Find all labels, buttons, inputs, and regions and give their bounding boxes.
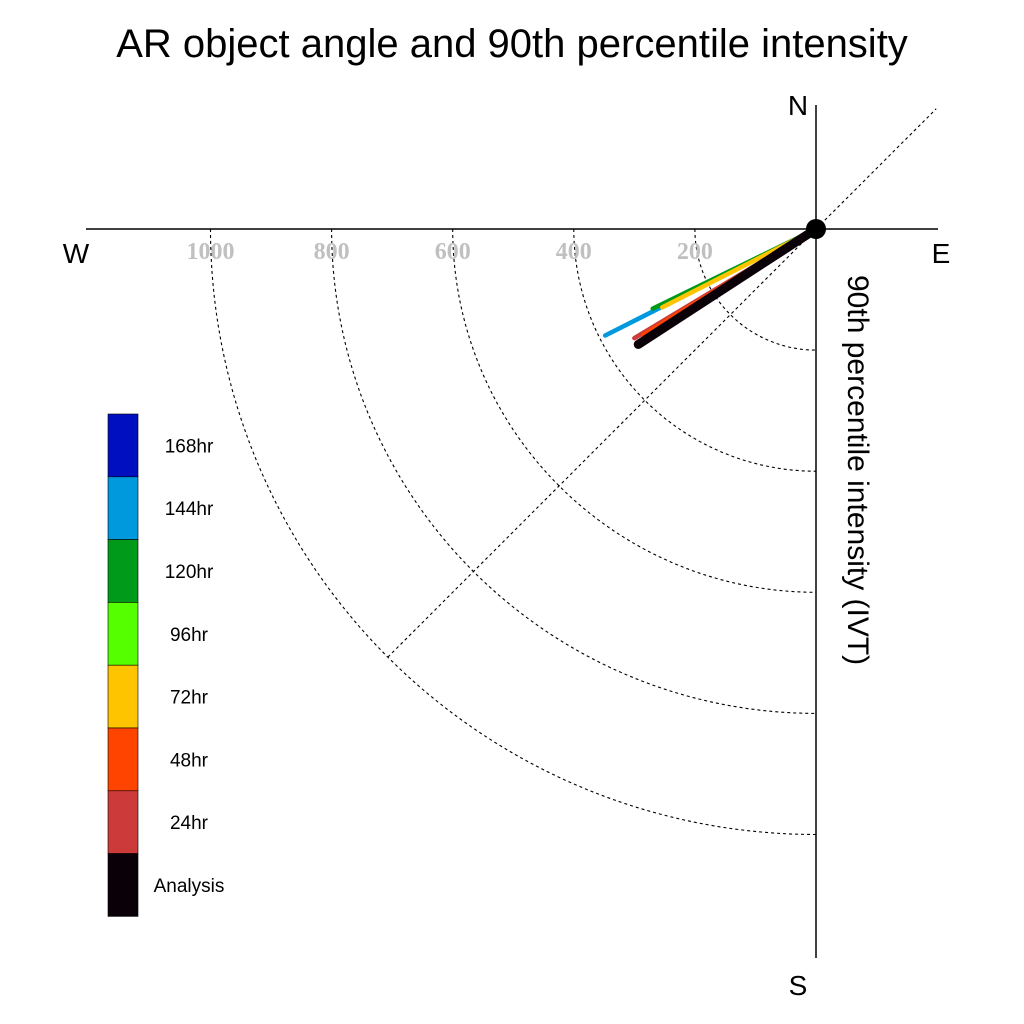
origin-marker — [806, 219, 826, 239]
grid-arc-200 — [694, 228, 817, 351]
legend-swatch-48hr — [107, 727, 139, 792]
radial-tick-200: 200 — [677, 239, 713, 265]
legend-label-120hr: 120hr — [165, 562, 214, 583]
legend-swatch-144hr — [107, 476, 139, 540]
legend-label-144hr: 144hr — [165, 499, 214, 520]
grid-arc-600 — [452, 228, 817, 593]
legend-swatch-24hr — [107, 790, 139, 854]
legend-label-48hr: 48hr — [170, 750, 209, 771]
radial-tick-400: 400 — [556, 239, 592, 265]
chart-title: AR object angle and 90th percentile inte… — [116, 22, 908, 66]
compass-west: W — [63, 238, 90, 269]
grid-arc-800 — [331, 228, 817, 714]
vector-analysis — [633, 224, 821, 349]
radial-tick-labels: 200 400 600 800 1000 — [187, 239, 713, 265]
radial-tick-600: 600 — [435, 239, 471, 265]
legend: 168hr 144hr 120hr 96hr 72hr 48hr 24hr Analysis — [107, 413, 225, 917]
legend-swatch-96hr — [107, 602, 139, 666]
legend-swatch-analysis — [107, 853, 139, 917]
radial-tick-800: 800 — [314, 239, 350, 265]
compass-east: E — [932, 238, 951, 269]
compass-south: S — [789, 970, 808, 1001]
legend-swatch-72hr — [107, 664, 139, 729]
radial-axis-label: 90th percentile intensity (IVT) — [841, 275, 874, 665]
legend-label-96hr: 96hr — [170, 625, 209, 646]
legend-label-168hr: 168hr — [165, 436, 214, 457]
legend-swatch-168hr — [107, 413, 139, 478]
legend-label-24hr: 24hr — [170, 813, 209, 834]
radial-grid — [209, 108, 937, 836]
vector-series — [602, 224, 821, 349]
legend-label-72hr: 72hr — [170, 688, 209, 709]
legend-swatch-120hr — [107, 539, 139, 603]
legend-label-analysis: Analysis — [154, 876, 225, 897]
grid-arc-400 — [573, 228, 817, 472]
compass-north: N — [788, 90, 808, 121]
radial-tick-1000: 1000 — [187, 239, 235, 265]
